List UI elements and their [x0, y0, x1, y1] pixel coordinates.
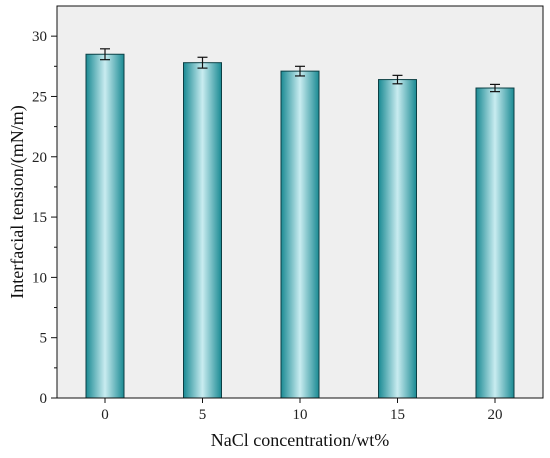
bar-15 [378, 79, 417, 399]
error-bar-15 [392, 74, 403, 85]
x-axis: 0 5 10 15 20 [101, 398, 503, 423]
y-axis-title: Interfacial tension/(mN/m) [7, 105, 28, 298]
error-bar-20 [490, 83, 500, 93]
x-tick-label-0: 0 [101, 407, 109, 423]
bar-0 [85, 53, 125, 399]
y-tick-label-20: 20 [32, 150, 47, 166]
x-tick-label-5: 5 [199, 407, 207, 423]
y-tick-label-25: 25 [32, 89, 47, 105]
x-tick-label-10: 10 [293, 407, 308, 423]
y-tick-label-0: 0 [40, 391, 48, 407]
error-bar-0 [100, 48, 110, 61]
y-tick-label-15: 15 [32, 210, 47, 226]
bar-20 [475, 87, 515, 399]
y-axis: 0 5 10 15 20 25 30 [32, 29, 57, 407]
x-tick-label-20: 20 [488, 407, 503, 423]
x-tick-label-15: 15 [390, 407, 405, 423]
error-bar-5 [197, 56, 208, 69]
error-bars-group [100, 48, 500, 93]
error-bar-10 [295, 65, 305, 77]
y-tick-label-10: 10 [32, 270, 47, 286]
x-axis-title: NaCl concentration/wt% [211, 430, 389, 450]
bar-10 [280, 70, 320, 399]
y-tick-label-30: 30 [32, 29, 47, 45]
y-tick-label-5: 5 [40, 331, 48, 347]
bar-5 [183, 62, 222, 399]
bars-group [85, 53, 515, 399]
